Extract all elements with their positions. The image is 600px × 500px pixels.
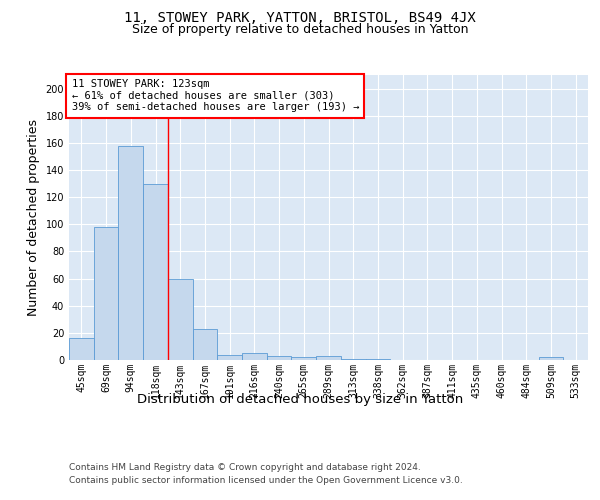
Bar	[69, 338, 94, 360]
Text: 11, STOWEY PARK, YATTON, BRISTOL, BS49 4JX: 11, STOWEY PARK, YATTON, BRISTOL, BS49 4…	[124, 11, 476, 25]
Text: 11 STOWEY PARK: 123sqm
← 61% of detached houses are smaller (303)
39% of semi-de: 11 STOWEY PARK: 123sqm ← 61% of detached…	[71, 80, 359, 112]
Bar	[316, 356, 341, 360]
Bar	[292, 358, 316, 360]
Text: Size of property relative to detached houses in Yatton: Size of property relative to detached ho…	[132, 23, 468, 36]
Bar	[217, 354, 242, 360]
Bar	[94, 227, 118, 360]
Y-axis label: Number of detached properties: Number of detached properties	[27, 119, 40, 316]
Text: Contains HM Land Registry data © Crown copyright and database right 2024.: Contains HM Land Registry data © Crown c…	[69, 462, 421, 471]
Bar	[143, 184, 168, 360]
Bar	[242, 353, 267, 360]
Bar	[193, 329, 217, 360]
Bar	[539, 358, 563, 360]
Bar	[168, 278, 193, 360]
Text: Contains public sector information licensed under the Open Government Licence v3: Contains public sector information licen…	[69, 476, 463, 485]
Bar	[118, 146, 143, 360]
Bar	[267, 356, 292, 360]
Bar	[341, 358, 365, 360]
Text: Distribution of detached houses by size in Yatton: Distribution of detached houses by size …	[137, 392, 463, 406]
Bar	[365, 358, 390, 360]
